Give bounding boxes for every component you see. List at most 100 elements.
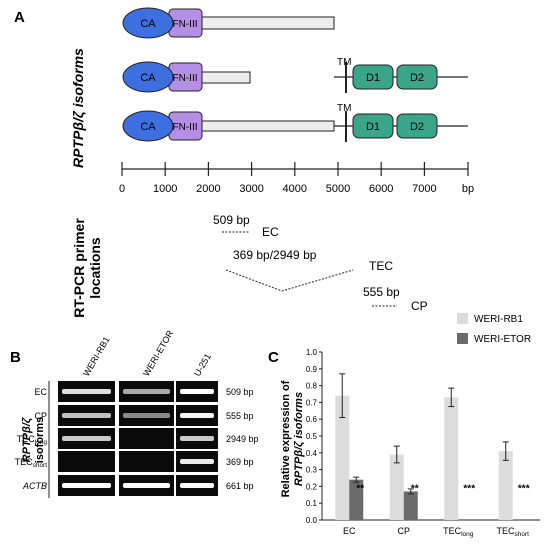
isoform-3: FN-III CA TM D1 D2 (122, 103, 468, 142)
gel-lane (119, 451, 174, 472)
gel-band (123, 413, 170, 418)
ca-domain (122, 110, 174, 142)
primer-label-line1: RT-PCR primer (71, 218, 87, 318)
primer-tec-name: TEC (369, 259, 393, 273)
y-tick-label: 0.3 (306, 466, 318, 475)
gel-row: TECshort 369 bp (15, 451, 254, 472)
legend-swatch (457, 333, 468, 344)
primer-ec-name: EC (262, 225, 279, 239)
tm-label: TM (337, 103, 351, 114)
primer-ec: 509 bp EC (213, 213, 279, 239)
ca-label: CA (140, 121, 156, 133)
gel-side-label-line1: RPTPβ/ζ (21, 417, 33, 462)
bar (389, 454, 404, 520)
fn-label: FN-III (173, 19, 198, 30)
gel-row: ACTB 661 bp (22, 475, 254, 496)
panel-label-c: C (268, 349, 279, 366)
bar (349, 479, 364, 520)
y-tick-label: 0.6 (306, 415, 318, 424)
gel-column-label: U-251 (192, 352, 213, 378)
ca-label: CA (140, 18, 156, 30)
d1-label: D1 (366, 121, 380, 133)
significance-label: ** (411, 483, 419, 494)
isoform-3-bar (197, 120, 335, 132)
gel-band (62, 483, 111, 488)
scale-ticks: 0 1000 2000 3000 4000 5000 6000 7000 (119, 162, 469, 195)
fn-label: FN-III (173, 73, 198, 84)
gel-band (123, 483, 170, 488)
y-tick-label: 0.8 (306, 382, 318, 391)
primer-tec-span (225, 269, 354, 292)
primer-tec: 369 bp/2949 bp TEC (225, 248, 393, 292)
x-tick-label: TEClong (443, 526, 474, 538)
y-tick-label: 0.9 (306, 365, 318, 374)
legend-label: WERI-ETOR (474, 334, 531, 345)
panel-label-a: A (14, 9, 25, 26)
gel-rows: EC 509 bp CP 555 bp TEClong 2949 bp TECshort 36… (15, 381, 259, 496)
primer-side-label: RT-PCR primer locations (71, 218, 103, 318)
gel-column-label: WERI-RB1 (81, 335, 112, 378)
ca-domain (122, 7, 174, 39)
primer-label-line2: locations (87, 237, 103, 299)
scale-tick-label: 3000 (239, 183, 263, 195)
d1-domain (352, 113, 394, 139)
d2-label: D2 (410, 72, 424, 84)
gel-side-label-line2: isoforms (34, 417, 46, 463)
gel-row-label: EC (34, 387, 47, 397)
legend-label: WERI-RB1 (474, 314, 523, 325)
d2-domain (396, 64, 438, 90)
significance-label: *** (463, 483, 475, 494)
d1-domain (352, 64, 394, 90)
scale-tick-label: 1000 (153, 183, 177, 195)
scale-tick-label: 5000 (326, 183, 350, 195)
y-tick-label: 0.1 (306, 499, 318, 508)
gel-lane (58, 451, 115, 472)
scale-tick-label: 4000 (283, 183, 307, 195)
y-tick-label: 0.7 (306, 398, 318, 407)
gel-band (62, 413, 111, 418)
gel-band (180, 483, 214, 488)
gel-row-size: 661 bp (226, 481, 254, 491)
d2-domain (396, 113, 438, 139)
gel-row-size: 555 bp (226, 411, 254, 421)
y-tick-label: 0.5 (306, 432, 318, 441)
gel-row-label: CP (34, 411, 47, 421)
y-tick-label: 0.2 (306, 482, 318, 491)
primer-cp-name: CP (411, 299, 428, 313)
chart-legend: WERI-RB1 WERI-ETOR (457, 313, 531, 345)
gel-row-label: ACTB (22, 481, 47, 491)
tm-label: TM (337, 57, 351, 68)
gel-row: EC 509 bp (34, 381, 254, 402)
fn-label: FN-III (173, 122, 198, 133)
isoform-2-bar (197, 71, 251, 84)
gel-column-labels: WERI-RB1 WERI-ETOR U-251 (81, 328, 213, 378)
bar (403, 491, 418, 520)
gel-band (180, 436, 214, 441)
gel-row: CP 555 bp (34, 405, 254, 426)
gel-band (180, 413, 214, 418)
ca-domain (122, 61, 174, 93)
gel-row-size: 2949 bp (226, 434, 259, 444)
gel-column-label: WERI-ETOR (141, 328, 176, 378)
scale-tick-label: 2000 (196, 183, 220, 195)
gel-band (180, 459, 214, 464)
bp-scale: 0 1000 2000 3000 4000 5000 6000 7000 bp (119, 162, 474, 195)
bar-chart: 0.0 0.1 0.2 0.3 0.4 0.5 0.6 0.7 0.8 0.9 1.0 ** EC ** C… (306, 348, 540, 538)
primer-cp-size: 555 bp (363, 285, 400, 299)
significance-label: *** (518, 483, 530, 494)
scale-tick-label: 0 (119, 183, 125, 195)
primer-ec-size: 509 bp (213, 213, 250, 227)
y-tick-label: 1.0 (306, 348, 318, 357)
gel-band (180, 389, 214, 394)
primer-cp: 555 bp CP (363, 285, 428, 313)
gel-row-size: 369 bp (226, 457, 254, 467)
scale-tick-label: 7000 (412, 183, 436, 195)
x-tick-label: EC (343, 526, 356, 536)
gel-row: TEClong 2949 bp (17, 428, 259, 449)
bar (444, 397, 459, 520)
significance-label: ** (356, 483, 364, 494)
panel-label-b: B (10, 349, 21, 366)
bar (498, 451, 513, 520)
gel-row-label: TECshort (15, 457, 48, 469)
